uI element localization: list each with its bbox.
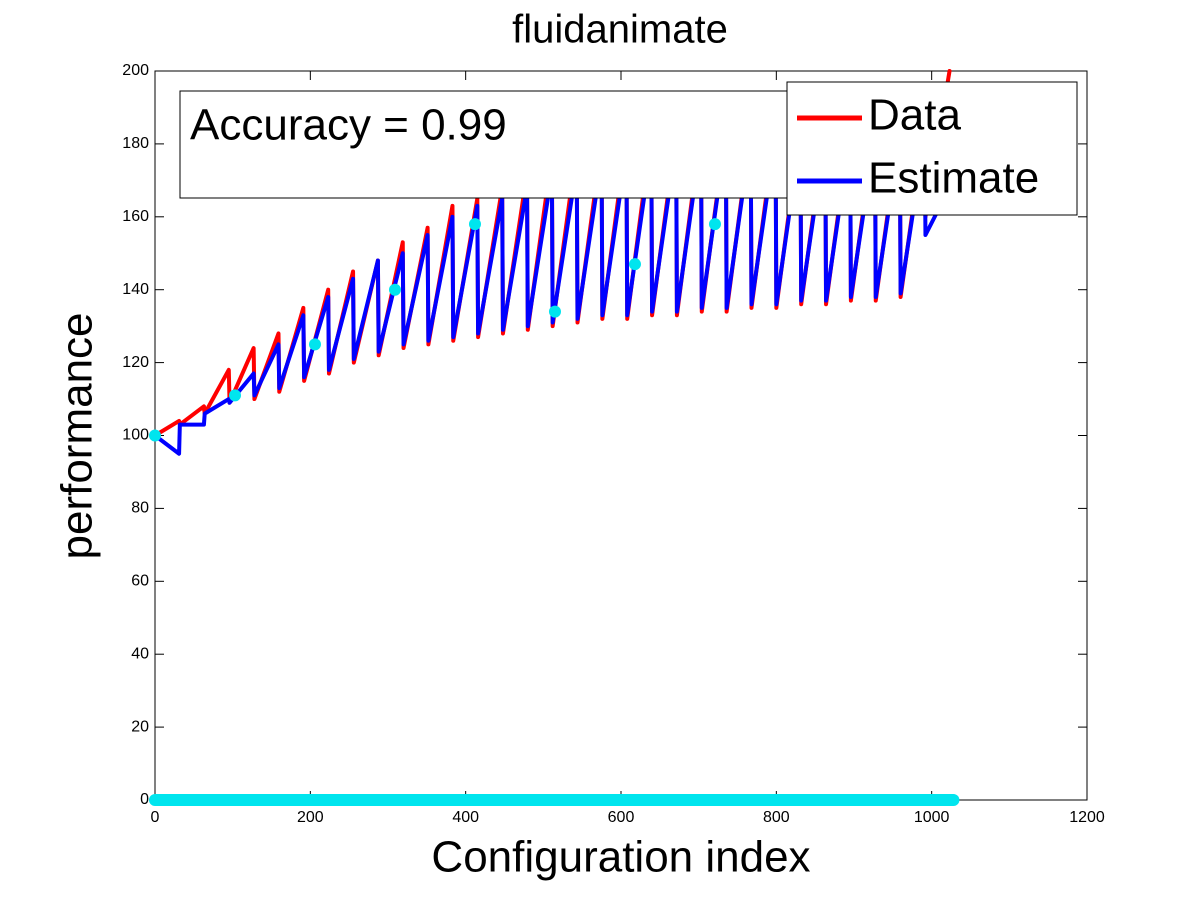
x-tick-label: 1200 xyxy=(1069,809,1105,826)
y-tick-label: 80 xyxy=(131,500,149,517)
y-axis-label: performance xyxy=(53,312,102,559)
sample-point xyxy=(548,305,561,318)
x-tick-label: 600 xyxy=(608,809,635,826)
x-tick-label: 400 xyxy=(452,809,479,826)
x-tick-label: 800 xyxy=(763,809,790,826)
annotation: Accuracy = 0.99 xyxy=(190,101,507,150)
legend-label: Data xyxy=(868,91,961,140)
x-tick-label: 200 xyxy=(297,809,324,826)
x-axis-label: Configuration index xyxy=(431,833,810,882)
sample-point xyxy=(468,218,481,231)
y-tick-label: 100 xyxy=(122,427,149,444)
chart-title: fluidanimate xyxy=(512,8,728,52)
y-tick-label: 40 xyxy=(131,645,149,662)
x-tick-label: 0 xyxy=(151,809,160,826)
legend-label: Estimate xyxy=(868,154,1039,203)
sample-point xyxy=(708,218,721,231)
sample-point xyxy=(308,338,321,351)
x-tick-label: 1000 xyxy=(914,809,950,826)
y-tick-label: 180 xyxy=(122,135,149,152)
series-line xyxy=(153,134,952,456)
sample-point xyxy=(388,283,401,296)
sample-point xyxy=(228,389,241,402)
legend-box xyxy=(786,81,1078,216)
y-tick-label: 140 xyxy=(122,281,149,298)
y-tick-label: 200 xyxy=(122,62,149,79)
y-tick-label: 60 xyxy=(131,573,149,590)
sample-point xyxy=(628,258,641,271)
y-tick-label: 20 xyxy=(131,718,149,735)
y-tick-label: 0 xyxy=(140,791,149,808)
y-tick-label: 160 xyxy=(122,208,149,225)
y-tick-label: 120 xyxy=(122,354,149,371)
sample-point xyxy=(149,429,161,442)
